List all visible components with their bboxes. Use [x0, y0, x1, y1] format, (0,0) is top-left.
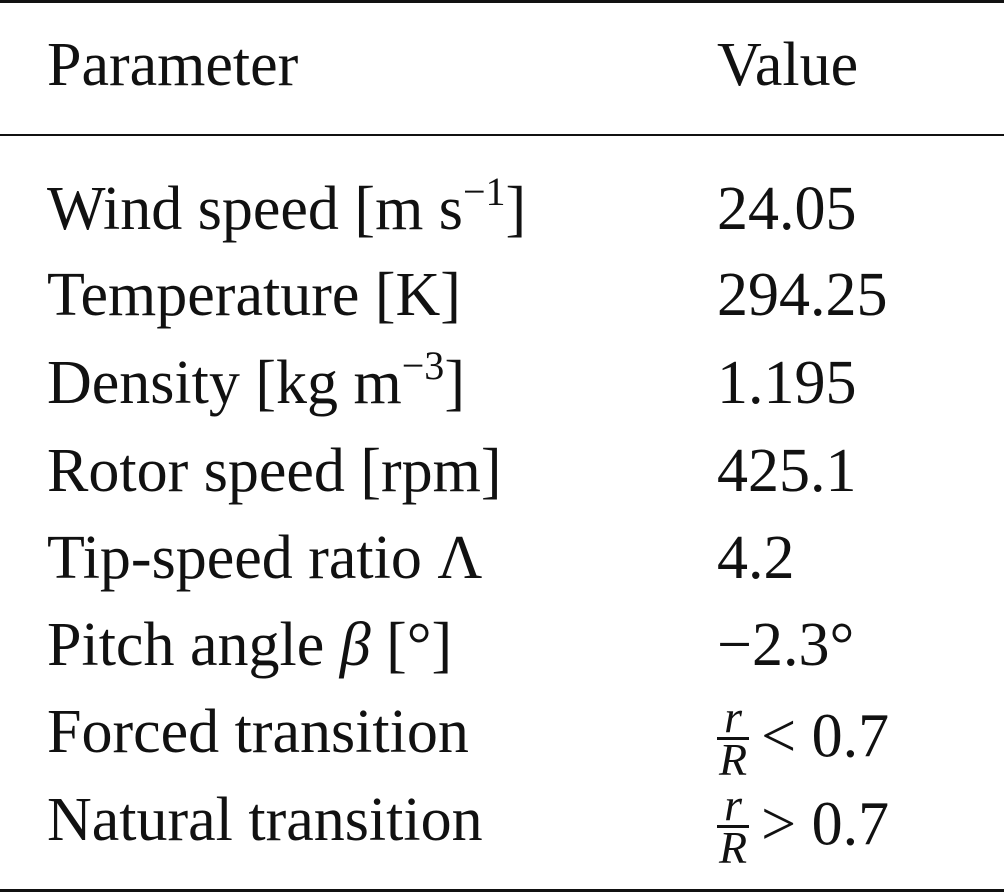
row-label-pitch-angle: Pitch angle β [°] [47, 611, 453, 679]
row-value-pitch-angle: −2.3° [717, 611, 855, 679]
row-value-tip-speed-ratio: 4.2 [717, 524, 795, 592]
row-label-wind-speed: Wind speed [m s−1] [47, 169, 527, 243]
beta-symbol: β [339, 611, 371, 679]
row-label-temperature: Temperature [K] [47, 261, 461, 329]
row-value-wind-speed: 24.05 [717, 175, 857, 243]
top-rule [0, 0, 1004, 3]
header-value: Value [717, 31, 859, 99]
row-value-natural-transition: r R > 0.7 [717, 779, 890, 873]
row-label-forced-transition: Forced transition [47, 698, 469, 766]
row-label-tip-speed-ratio: Tip-speed ratio Λ [47, 524, 483, 592]
row-label-rotor-speed: Rotor speed [rpm] [47, 437, 502, 505]
row-label-natural-transition: Natural transition [47, 786, 483, 854]
row-value-density: 1.195 [717, 349, 857, 417]
row-value-forced-transition: r R < 0.7 [717, 691, 890, 785]
unit-exponent: −3 [401, 343, 445, 388]
bottom-rule [0, 889, 1004, 892]
row-value-rotor-speed: 425.1 [717, 437, 857, 505]
unit-exponent: −1 [462, 169, 506, 214]
header-rule [0, 134, 1004, 136]
row-value-temperature: 294.25 [717, 261, 888, 329]
header-parameter: Parameter [47, 31, 299, 99]
row-label-density: Density [kg m−3] [47, 343, 465, 417]
